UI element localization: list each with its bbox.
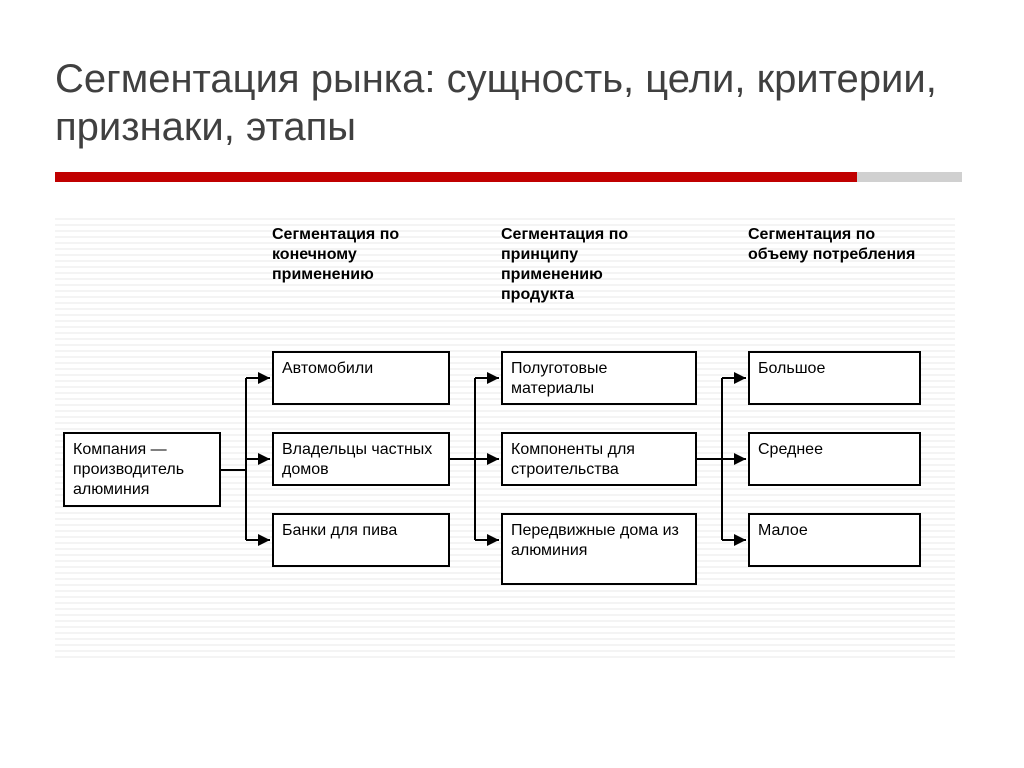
- slide-title: Сегментация рынка: сущность, цели, крите…: [55, 55, 955, 151]
- node-b-bot: Передвижные дома из алюминия: [501, 513, 697, 585]
- node-c-top: Большое: [748, 351, 921, 405]
- node-b-mid: Компоненты для строительства: [501, 432, 697, 486]
- column-header-2: Сегментация по принципу применению проду…: [501, 225, 671, 305]
- divider-gray: [857, 172, 962, 182]
- node-a-top: Автомобили: [272, 351, 450, 405]
- node-b-top: Полуготовые материалы: [501, 351, 697, 405]
- node-c-bot: Малое: [748, 513, 921, 567]
- node-root: Компания — производитель алюминия: [63, 432, 221, 507]
- node-c-mid: Среднее: [748, 432, 921, 486]
- column-header-1: Сегментация по конечному применению: [272, 225, 442, 285]
- divider-red: [55, 172, 857, 182]
- slide: Сегментация рынка: сущность, цели, крите…: [0, 0, 1024, 768]
- node-a-bot: Банки для пива: [272, 513, 450, 567]
- node-a-mid: Владельцы частных домов: [272, 432, 450, 486]
- column-header-3: Сегментация по объему потребления: [748, 225, 918, 265]
